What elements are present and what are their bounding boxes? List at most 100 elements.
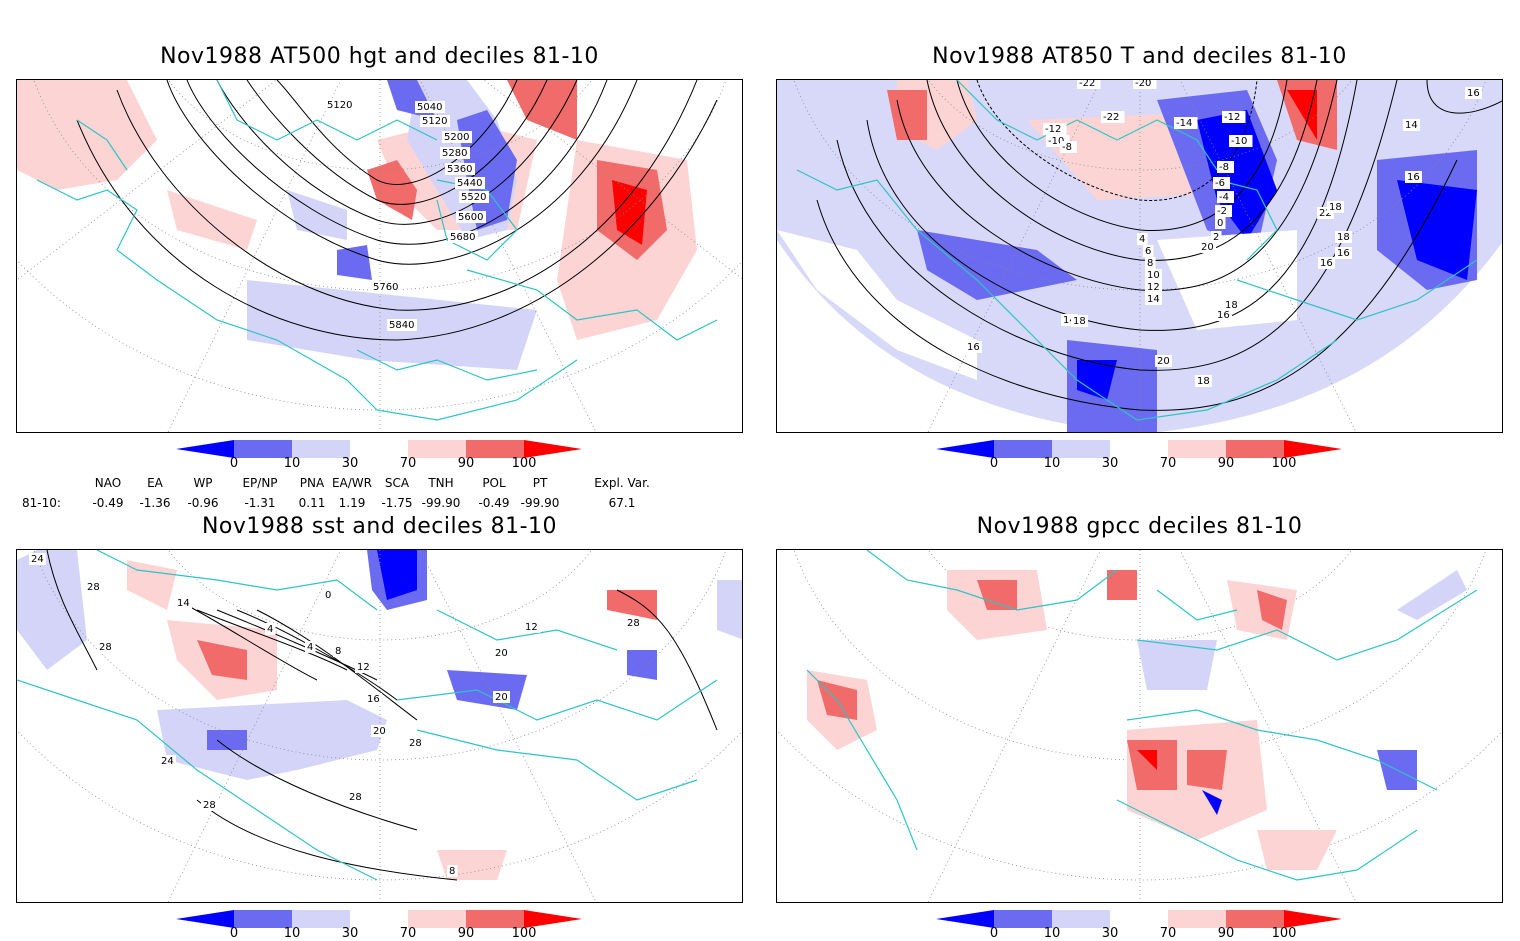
contour-label: 18 <box>1197 376 1210 387</box>
contour-label: 5280 <box>442 148 467 159</box>
contour-label-bg <box>445 163 475 175</box>
indices-value: 0.11 <box>298 496 326 510</box>
colorbar-segment-6 <box>1284 440 1342 458</box>
contour-label: 8 <box>335 646 341 657</box>
contour-label-bg <box>175 597 192 609</box>
colorbar-t850: 0 10 30 70 90 100 <box>936 440 1346 476</box>
colorbar-segment-4 <box>1168 440 1226 458</box>
contour-label-bg <box>1222 111 1246 123</box>
contour-label: 5440 <box>457 178 482 189</box>
indices-value: -0.49 <box>92 496 124 510</box>
contour-label-bg <box>1318 257 1335 269</box>
contour-label: -14 <box>1176 118 1192 129</box>
colorbar-tick-label: 70 <box>399 456 417 471</box>
contour-label-bg <box>459 191 489 203</box>
indices-header: EP/NP <box>242 476 278 490</box>
contour-label: 24 <box>161 756 174 767</box>
contour-label: -6 <box>1215 178 1225 189</box>
contour-label: 5120 <box>422 116 447 127</box>
colorbar-segment-2 <box>1052 440 1110 458</box>
contour-label-bg <box>456 211 486 223</box>
contour-label: -10 <box>1231 136 1247 147</box>
colorbar-tick-label: 10 <box>283 926 301 941</box>
map-hgt500-svg: 5120 5040 5120 5200 5280 5360 5440 5520 5600 5680… <box>17 80 742 432</box>
colorbar-segment-2 <box>292 440 350 458</box>
contour-label: 4 <box>1139 234 1145 245</box>
contour-label: 20 <box>495 692 508 703</box>
colorbar-tick-label: 90 <box>1217 456 1235 471</box>
contour-label: 28 <box>203 800 216 811</box>
colorbar-tick-label: 100 <box>1271 456 1297 471</box>
contour-label-bg <box>323 589 334 601</box>
contour-label-bg <box>1143 245 1154 257</box>
colorbar-tick-label: 30 <box>341 926 359 941</box>
contour-label: 5360 <box>447 164 472 175</box>
map-hgt500: 5120 5040 5120 5200 5280 5360 5440 5520 5600 5680… <box>16 79 743 433</box>
contour-label: 16 <box>1467 88 1480 99</box>
indices-header: EA/WR <box>331 476 373 490</box>
contour-label: 18 <box>1225 300 1238 311</box>
colorbar-hgt500-svg <box>176 440 582 458</box>
contour-label-bg <box>1195 375 1212 387</box>
contour-label: 4 <box>307 642 313 653</box>
colorbar-segment-6 <box>1284 910 1342 928</box>
indices-row-label: 81-10: <box>22 496 61 510</box>
contour-label: -22 <box>1103 112 1119 123</box>
contour-label: -8 <box>1062 142 1072 153</box>
colorbar-tick-label: 0 <box>989 456 999 471</box>
contour-label-bg <box>371 281 401 293</box>
panel-title-sst: Nov1988 sst and deciles 81-10 <box>201 514 558 539</box>
contour-label: 8 <box>449 866 455 877</box>
contour-label-bg <box>1145 269 1162 281</box>
indices-value: -0.96 <box>187 496 219 510</box>
contour-label: 20 <box>1157 356 1170 367</box>
colorbar-tick-label: 10 <box>1043 456 1061 471</box>
contour-label-bg <box>1223 299 1240 311</box>
contour-label-bg <box>1229 135 1253 147</box>
indices-header: PT <box>532 476 548 490</box>
map-gpcc <box>776 549 1503 903</box>
colorbar-tick-label: 90 <box>457 456 475 471</box>
contour-label-bg <box>1145 257 1156 269</box>
contour-label: 12 <box>357 662 370 673</box>
contour-label-bg <box>1071 315 1088 327</box>
contour-label-bg <box>1145 293 1162 305</box>
colorbar-tick-label: 30 <box>1101 926 1119 941</box>
contour-label: 28 <box>349 792 362 803</box>
colorbar-segment-5 <box>466 910 524 928</box>
contour-label: 16 <box>1407 172 1420 183</box>
contour-label: -22 <box>1079 80 1095 89</box>
contour-label-bg <box>1077 80 1101 89</box>
contour-label-bg <box>29 553 46 565</box>
colorbar-tick-label: 30 <box>1101 456 1119 471</box>
contour-label: 6 <box>1145 246 1151 257</box>
contour-label-bg <box>159 755 176 767</box>
colorbar-segment-5 <box>1226 910 1284 928</box>
contour-label-bg <box>523 621 540 633</box>
colorbar-segment-3 <box>1110 440 1168 458</box>
indices-header: EA <box>147 476 163 490</box>
contour-label-bg <box>1335 231 1352 243</box>
colorbar-tick-label: 10 <box>283 456 301 471</box>
map-t850: -22 -20 -22 -12 -10 -8 -14 -12 -10 -8 -6 -4 -2 0 2 4 6 8 1… <box>776 79 1503 433</box>
colorbar-hgt500: 0 10 30 70 90 100 <box>176 440 586 476</box>
colorbar-segment-0 <box>936 440 994 458</box>
contour-label-bg <box>1217 191 1234 203</box>
contour-label: 16 <box>1320 258 1333 269</box>
colorbar-tick-label: 10 <box>1043 926 1061 941</box>
indices-value: 67.1 <box>608 496 636 510</box>
contour-label-bg <box>333 645 344 657</box>
colorbar-segment-6 <box>524 910 582 928</box>
colorbar-segment-3 <box>350 910 408 928</box>
contour-label-bg <box>493 691 510 703</box>
contour-label-bg <box>415 101 445 113</box>
contour-label: 10 <box>1147 270 1160 281</box>
contour-label: -12 <box>1224 112 1240 123</box>
colorbar-tick-label: 30 <box>341 456 359 471</box>
contour-label: 28 <box>99 642 112 653</box>
contour-label: -12 <box>1045 124 1061 135</box>
contour-label-bg <box>347 791 364 803</box>
indices-header: Expl. Var. <box>594 476 650 490</box>
contour-label: 18 <box>1073 316 1086 327</box>
contour-label: -4 <box>1219 192 1229 203</box>
